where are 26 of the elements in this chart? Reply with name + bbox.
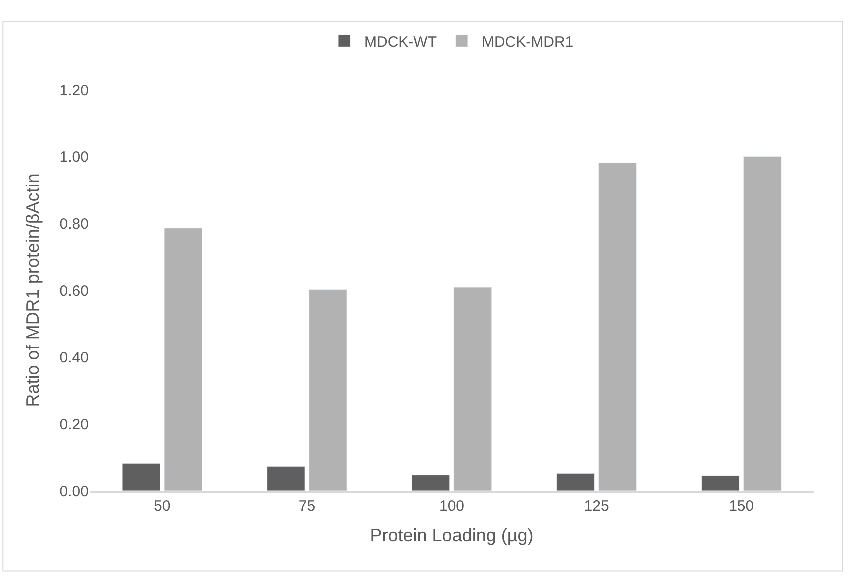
legend-label: MDCK-MDR1 <box>482 34 574 52</box>
bar <box>598 162 637 491</box>
x-tick-label: 75 <box>298 498 316 515</box>
bar <box>701 476 740 491</box>
x-tick-label: 125 <box>584 498 610 515</box>
x-tick-label: 50 <box>154 498 171 515</box>
y-tick-label: 0.20 <box>60 416 89 434</box>
y-tick-label: 1.00 <box>60 149 89 166</box>
x-axis-title: Protein Loading (µg) <box>370 526 534 546</box>
x-tick-label: 100 <box>439 498 465 515</box>
bar <box>743 156 782 491</box>
y-tick-label: 0.80 <box>60 216 89 233</box>
bar <box>267 466 306 491</box>
bar <box>164 228 203 491</box>
y-tick-label: 1.20 <box>60 82 89 100</box>
bar <box>412 475 450 491</box>
y-axis-title: Ratio of MDR1 protein/βActin <box>22 174 43 408</box>
y-tick-label: 0.60 <box>60 282 89 300</box>
bar <box>454 287 492 491</box>
y-tick-label: 0.40 <box>60 350 89 367</box>
bar <box>122 463 161 491</box>
bar <box>309 290 348 491</box>
legend-label: MDCK-WT <box>364 34 437 52</box>
x-tick-label: 150 <box>729 498 754 515</box>
y-tick-label: 0.00 <box>60 483 89 500</box>
bar <box>556 473 595 491</box>
